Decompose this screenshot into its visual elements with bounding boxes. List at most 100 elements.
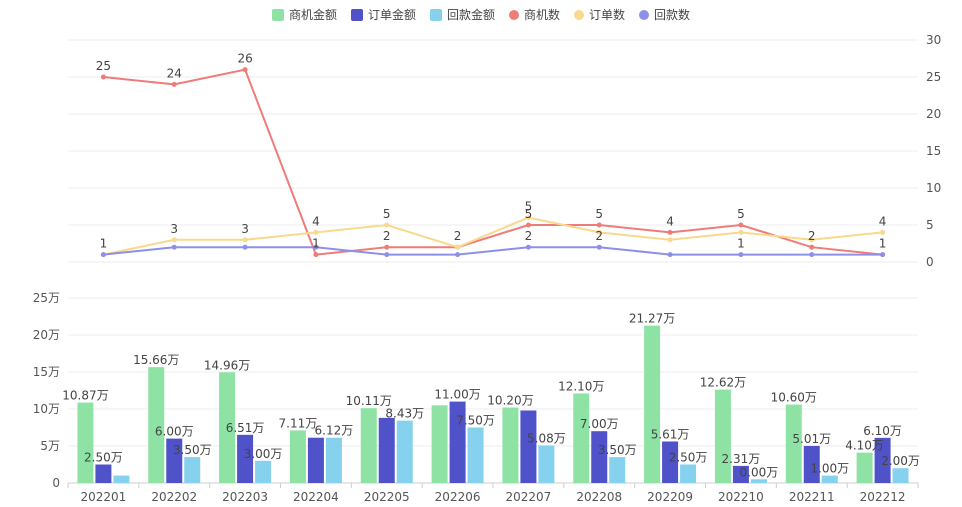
bar-data-label: 11.00万 <box>434 388 480 402</box>
bar-1 <box>732 465 749 483</box>
line-point <box>667 237 673 243</box>
bar-data-label: 15.66万 <box>133 353 179 367</box>
bar-data-label: 21.27万 <box>629 312 675 326</box>
line-point <box>525 222 531 228</box>
legend-label: 订单数 <box>589 8 626 22</box>
bar-y-tick-label: 25万 <box>33 291 60 305</box>
line-point <box>455 244 461 250</box>
line-data-label: 3 <box>241 222 249 236</box>
legend-item-payment-count[interactable]: 回款数 <box>639 6 690 23</box>
line-data-label: 2 <box>808 229 816 243</box>
line-y-tick-label: 25 <box>926 70 941 84</box>
x-axis-label: 202205 <box>364 490 410 504</box>
line-point <box>525 215 531 221</box>
bar-data-label: 6.00万 <box>155 425 194 439</box>
bar-data-label: 7.50万 <box>456 414 495 428</box>
bar-data-label: 10.60万 <box>771 391 817 405</box>
x-axis-label: 202203 <box>222 490 268 504</box>
line-y-tick-label: 15 <box>926 144 941 158</box>
line-point <box>738 229 744 235</box>
bar-2 <box>467 427 484 483</box>
line-point <box>242 237 248 243</box>
bar-0 <box>502 407 519 483</box>
line-point <box>738 252 744 258</box>
line-series-1 <box>103 216 883 256</box>
bar-2 <box>680 464 697 483</box>
line-data-label: 1 <box>879 237 887 251</box>
bar-data-label: 2.00万 <box>881 454 920 468</box>
line-data-label: 2 <box>595 229 603 243</box>
line-point <box>880 252 886 258</box>
bar-0 <box>856 452 873 483</box>
legend-label: 商机数 <box>524 8 561 22</box>
line-data-label: 5 <box>595 207 603 221</box>
line-point <box>242 244 248 250</box>
bar-2 <box>750 479 767 483</box>
bar-0 <box>219 372 236 483</box>
bar-0 <box>77 402 94 483</box>
line-data-label: 26 <box>237 52 252 66</box>
line-point <box>242 67 248 73</box>
legend-item-opp-amount[interactable]: 商机金额 <box>271 6 337 23</box>
bar-1 <box>378 417 395 483</box>
line-data-label: 4 <box>879 214 887 228</box>
line-data-label: 5 <box>383 207 391 221</box>
bar-1 <box>166 438 183 483</box>
line-data-label: 3 <box>170 222 178 236</box>
bar-0 <box>573 393 590 483</box>
line-point <box>384 244 390 250</box>
legend-swatch <box>350 8 363 21</box>
bar-data-label: 0.00万 <box>740 465 779 479</box>
line-point <box>384 252 390 258</box>
bar-y-tick-label: 15万 <box>33 365 60 379</box>
line-point <box>313 244 319 250</box>
line-point <box>171 244 177 250</box>
bar-1 <box>520 410 537 483</box>
bar-data-label: 4.10万 <box>845 439 884 453</box>
line-point <box>596 222 602 228</box>
legend-item-opp-count[interactable]: 商机数 <box>509 6 560 23</box>
line-y-tick-label: 0 <box>926 255 934 269</box>
bar-2 <box>609 457 626 483</box>
bar-data-label: 3.50万 <box>173 443 212 457</box>
bar-y-tick-label: 5万 <box>40 439 60 453</box>
bar-2 <box>396 420 413 483</box>
bar-0 <box>360 408 377 483</box>
line-point <box>313 252 319 258</box>
x-axis-label: 202204 <box>293 490 339 504</box>
bar-data-label: 1.00万 <box>810 462 849 476</box>
bar-2 <box>892 468 909 483</box>
legend-swatch <box>509 9 519 20</box>
bar-data-label: 3.50万 <box>598 443 637 457</box>
bar-data-label: 12.10万 <box>558 379 604 393</box>
bar-y-tick-label: 0 <box>52 476 60 490</box>
bar-data-label: 2.50万 <box>84 451 123 465</box>
x-axis-label: 202206 <box>435 490 481 504</box>
legend-swatch <box>639 9 650 20</box>
line-point <box>880 229 886 235</box>
line-data-label: 4 <box>666 214 674 228</box>
line-point <box>455 252 461 258</box>
legend-item-order-amount[interactable]: 订单金额 <box>350 6 416 23</box>
bar-data-label: 10.20万 <box>487 394 533 408</box>
bar-data-label: 6.51万 <box>226 421 265 435</box>
line-data-label: 24 <box>167 66 182 80</box>
x-axis-label: 202211 <box>789 490 835 504</box>
bar-2 <box>538 445 555 483</box>
line-point <box>596 229 602 235</box>
line-point <box>596 244 602 250</box>
bar-data-label: 5.01万 <box>792 432 831 446</box>
bar-2 <box>821 475 838 483</box>
bar-data-label: 6.10万 <box>863 424 902 438</box>
line-data-label: 2 <box>383 229 391 243</box>
legend-item-order-count[interactable]: 订单数 <box>574 6 625 23</box>
bar-data-label: 5.08万 <box>527 431 566 445</box>
bar-data-label: 14.96万 <box>204 358 250 372</box>
bar-data-label: 6.12万 <box>315 424 354 438</box>
line-y-tick-label: 30 <box>926 33 941 47</box>
bar-0 <box>785 404 802 483</box>
x-axis-label: 202209 <box>647 490 693 504</box>
legend-item-payment-amount[interactable]: 回款金额 <box>429 6 495 23</box>
x-axis-label: 202201 <box>81 490 127 504</box>
x-axis-label: 202212 <box>860 490 906 504</box>
